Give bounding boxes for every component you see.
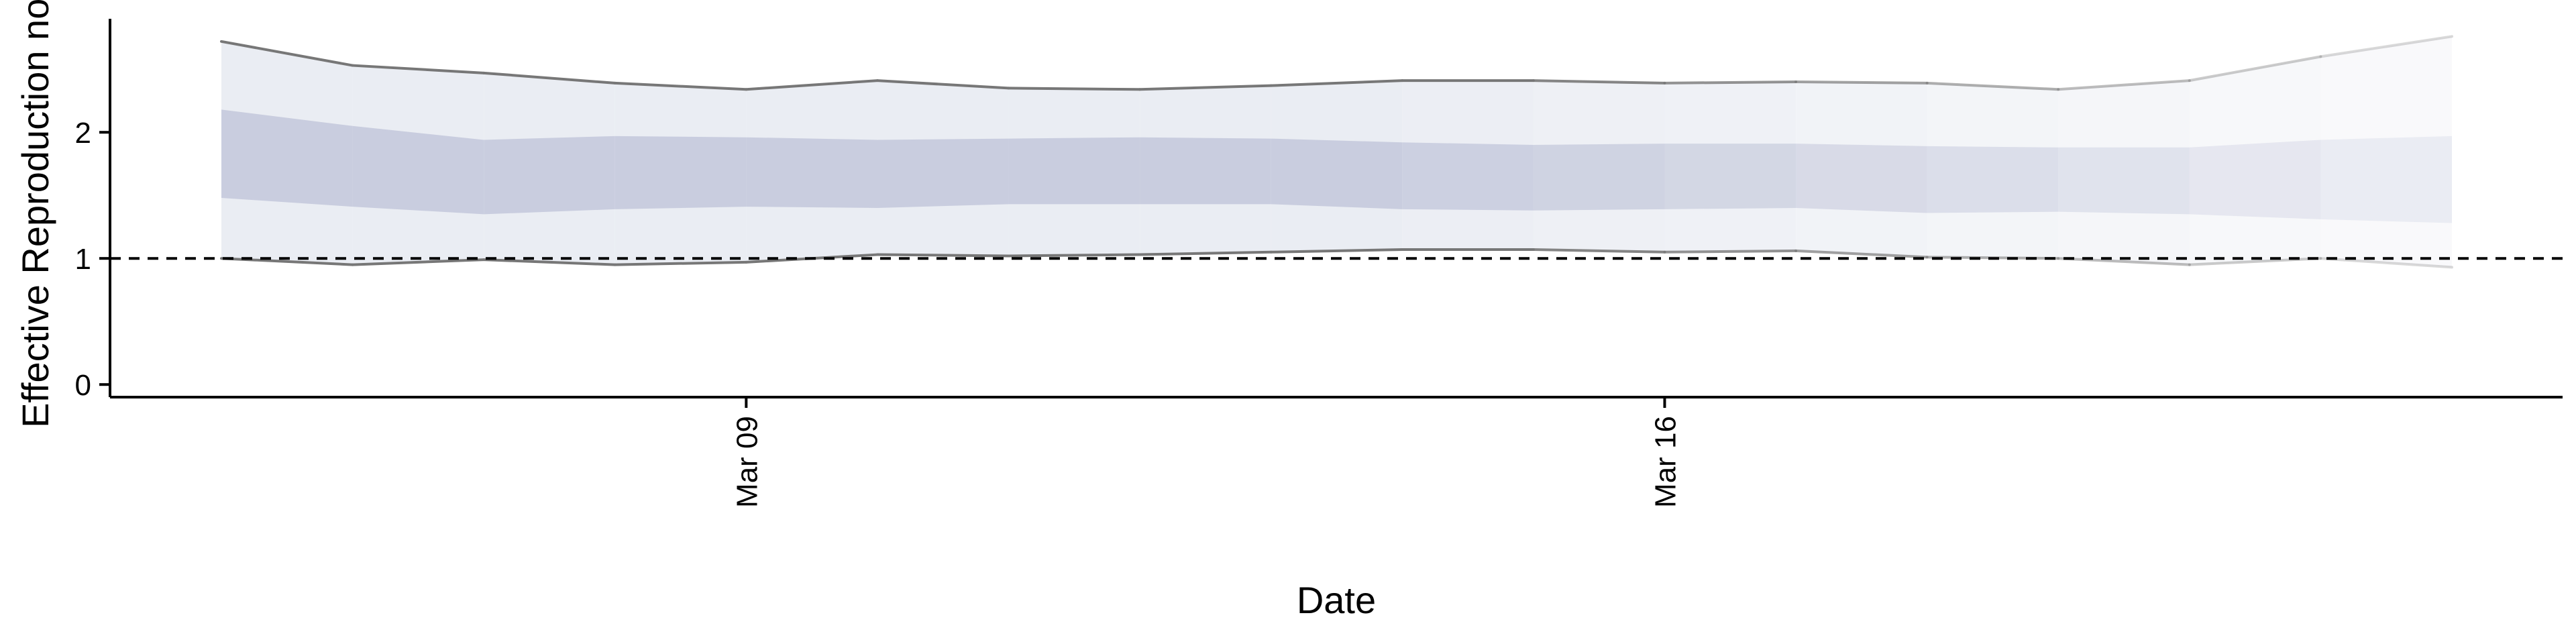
inner-interval-segment (1927, 146, 2059, 213)
y-tick-label: 2 (75, 117, 91, 150)
inner-interval-segment (2320, 136, 2452, 223)
y-axis: 0 1 2 (75, 19, 110, 402)
x-axis-ticks: Mar 09 Mar 16 (731, 397, 1682, 508)
inner-interval-segment (1402, 142, 1534, 211)
outer-lower-boundary-segment (1009, 255, 1140, 256)
inner-interval-segment (1796, 144, 1927, 213)
inner-interval-segment (484, 136, 615, 215)
plot-area (110, 36, 2563, 267)
inner-interval-segment (746, 138, 877, 208)
outer-upper-boundary-segment (1009, 88, 1140, 89)
inner-interval-segment (1271, 139, 1403, 209)
inner-interval-segment (221, 109, 353, 207)
inner-interval-segment (1009, 138, 1140, 205)
inner-interval-segment (877, 139, 1009, 208)
outer-lower-boundary-segment (877, 255, 1009, 256)
inner-interval-segment (1664, 144, 1796, 209)
outer-upper-boundary-segment (1664, 82, 1796, 83)
outer-lower-boundary-segment (1664, 251, 1796, 252)
inner-interval-segment (2058, 148, 2190, 215)
x-axis: Mar 09 Mar 16 (110, 397, 2563, 508)
inner-interval-segment (2190, 140, 2321, 219)
y-axis-title: Effective Reproduction no. (14, 0, 56, 428)
y-tick-label: 0 (75, 369, 91, 402)
x-tick-label: Mar 09 (731, 416, 763, 508)
inner-interval-segment (353, 126, 484, 215)
x-tick-label: Mar 16 (1649, 416, 1682, 508)
inner-interval-segment (1140, 138, 1271, 205)
inner-interval-segment (615, 136, 747, 209)
y-axis-ticks: 0 1 2 (75, 117, 110, 402)
outer-upper-boundary-segment (1796, 82, 1927, 83)
x-axis-title: Date (1297, 579, 1376, 621)
inner-interval-segment (1534, 144, 1665, 211)
y-tick-label: 1 (75, 243, 91, 276)
